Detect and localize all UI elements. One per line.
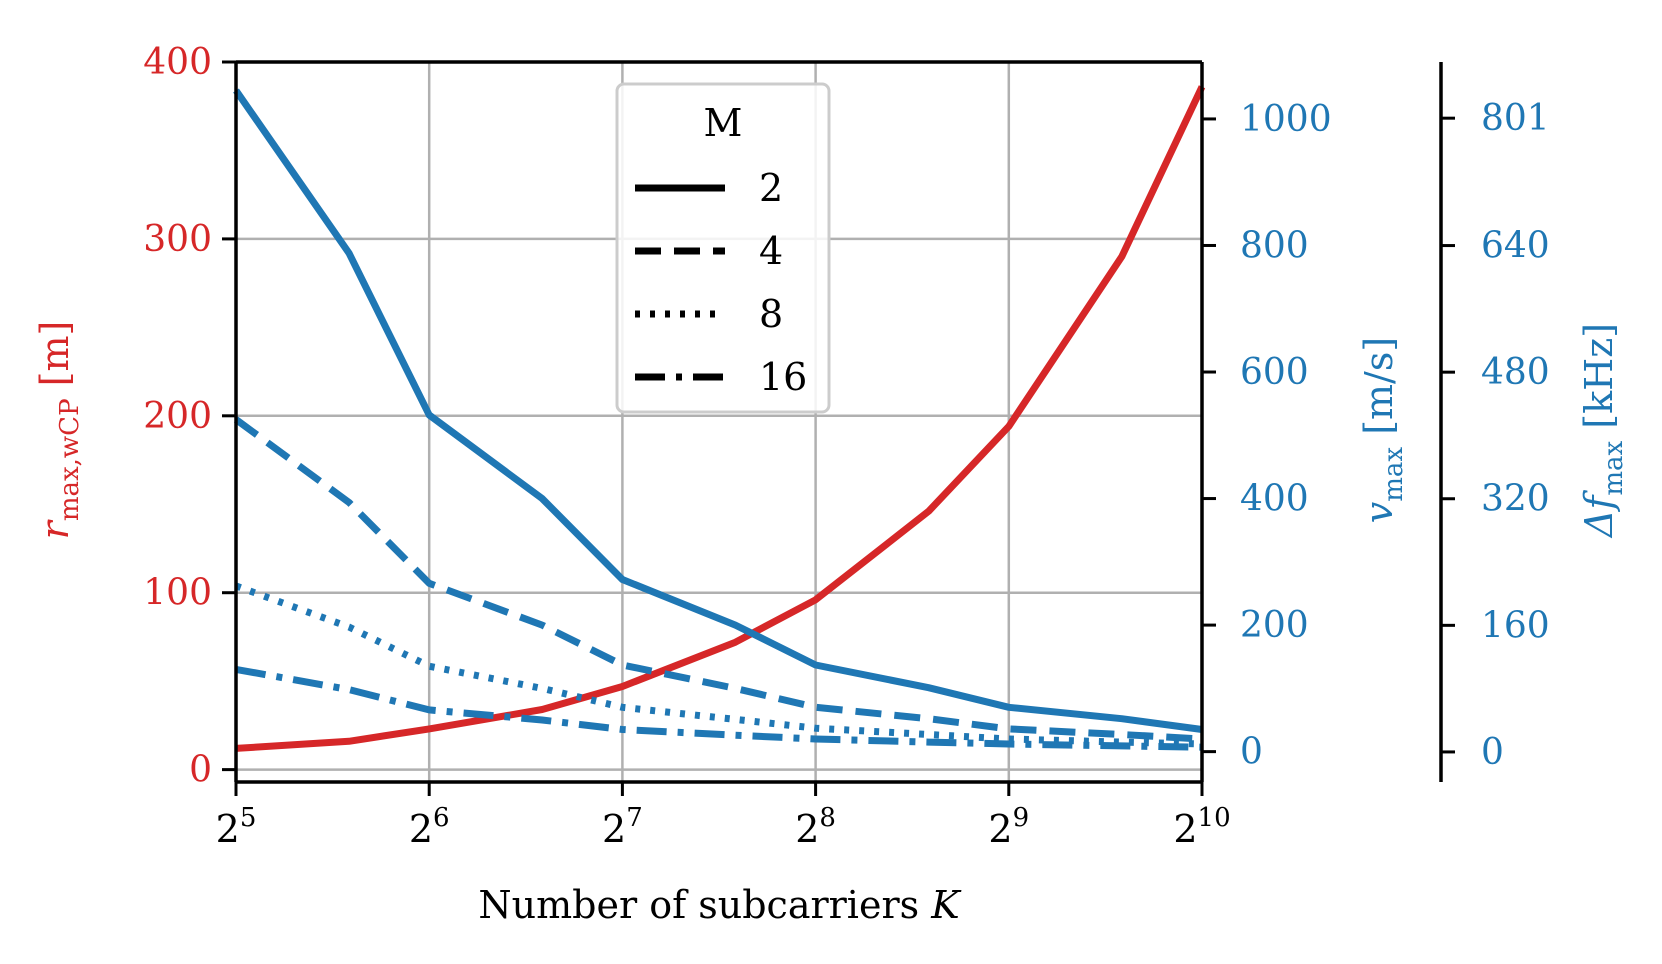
axis-labels: 25 26 27 28 29 210010020030040002004006008001… bbox=[33, 42, 1629, 927]
x-axis-title: Number of subcarriers K bbox=[478, 883, 962, 927]
x-tick-label: 29 bbox=[988, 803, 1029, 851]
right1-tick-label: 800 bbox=[1240, 225, 1309, 266]
series-line-v-max-m4 bbox=[233, 416, 1203, 743]
legend: M2 4 8 16 bbox=[615, 82, 831, 414]
legend-entry-label: 2 bbox=[759, 166, 783, 210]
x-tick-label: 26 bbox=[409, 803, 450, 851]
left-axis-title: rmax,wCP [m] bbox=[33, 321, 85, 540]
right2-tick-label: 801 bbox=[1481, 98, 1550, 139]
right2-tick-label: 0 bbox=[1481, 732, 1504, 773]
series-line-v-max-m2 bbox=[233, 88, 1203, 733]
right2-tick-label: 640 bbox=[1481, 226, 1550, 267]
right2-axis-title: Δfmax [kHz] bbox=[1577, 323, 1629, 539]
legend-entry-label: 4 bbox=[759, 229, 783, 273]
left-tick-label: 100 bbox=[143, 573, 212, 614]
legend-entry-label: 16 bbox=[759, 355, 807, 399]
right2-tick-label: 320 bbox=[1481, 479, 1550, 520]
legend-entry-label: 8 bbox=[759, 292, 783, 336]
x-tick-label: 25 bbox=[216, 803, 257, 851]
x-tick-label: 210 bbox=[1173, 803, 1230, 851]
right1-axis-title: vmax [m/s] bbox=[1357, 337, 1409, 523]
legend-title: M bbox=[704, 101, 743, 145]
right2-tick-label: 160 bbox=[1481, 605, 1550, 646]
right2-tick-label: 480 bbox=[1481, 352, 1550, 393]
x-tick-label: 27 bbox=[602, 803, 643, 851]
right1-tick-label: 0 bbox=[1240, 732, 1263, 773]
right1-tick-label: 1000 bbox=[1240, 99, 1332, 140]
series-line-v-max-m8 bbox=[234, 582, 1203, 748]
x-tick-label: 28 bbox=[795, 803, 836, 851]
right1-tick-label: 200 bbox=[1240, 605, 1309, 646]
left-tick-label: 300 bbox=[143, 219, 212, 260]
right1-tick-label: 600 bbox=[1240, 352, 1309, 393]
plot-series bbox=[233, 85, 1206, 752]
right1-tick-label: 400 bbox=[1240, 479, 1309, 520]
left-tick-label: 200 bbox=[143, 396, 212, 437]
left-tick-label: 0 bbox=[189, 750, 212, 791]
axes bbox=[222, 60, 1455, 796]
series-line-r-max bbox=[235, 85, 1206, 752]
left-tick-label: 400 bbox=[143, 42, 212, 83]
series-line-v-max-m16 bbox=[235, 665, 1203, 751]
